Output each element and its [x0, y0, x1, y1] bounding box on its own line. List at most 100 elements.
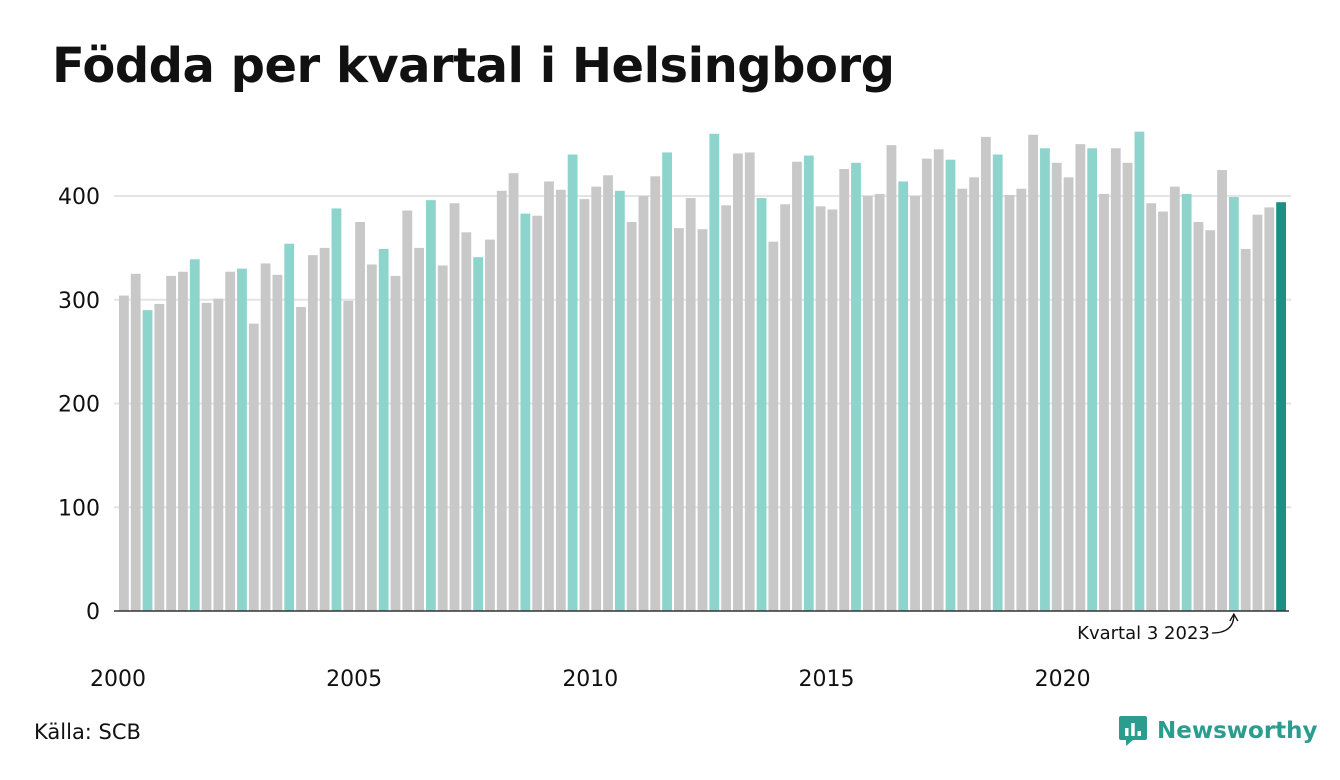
bar [945, 159, 956, 611]
bar [733, 153, 743, 611]
bar [331, 208, 342, 611]
bar [1193, 221, 1204, 611]
bar [201, 302, 212, 611]
bar [237, 268, 247, 611]
bar [142, 310, 153, 611]
bar [1004, 194, 1015, 611]
bar [803, 155, 814, 611]
bar [154, 303, 165, 611]
bar [366, 264, 377, 611]
bar [969, 177, 979, 611]
bar [1146, 203, 1157, 611]
bar [1217, 170, 1227, 611]
bar [284, 243, 295, 611]
bar [1134, 131, 1145, 612]
bar [933, 149, 944, 611]
y-tick-label: 100 [58, 496, 100, 521]
bar [449, 203, 460, 611]
bar [638, 196, 649, 611]
bar [355, 221, 365, 611]
bar [980, 136, 991, 612]
y-tick-label: 300 [58, 289, 100, 314]
bar [591, 186, 602, 611]
bar [1110, 148, 1121, 611]
bar [178, 271, 188, 611]
bar [709, 133, 720, 611]
bar [213, 298, 224, 611]
bar [532, 215, 543, 611]
bar [1063, 177, 1074, 611]
bar [307, 255, 318, 611]
y-tick-label: 0 [86, 600, 100, 625]
bar [1228, 197, 1239, 611]
bar [744, 152, 755, 612]
bar [886, 145, 897, 611]
bar [166, 275, 177, 611]
newsworthy-logo-icon [1119, 716, 1147, 746]
bar [1016, 188, 1027, 612]
chart-title: Födda per kvartal i Helsingborg [52, 38, 895, 94]
y-tick-label: 200 [58, 393, 100, 418]
bar [697, 229, 708, 611]
bar [673, 228, 684, 611]
bar [957, 188, 968, 612]
bar [1028, 134, 1039, 611]
bar [189, 259, 200, 611]
bar [260, 263, 271, 611]
bar [603, 175, 613, 611]
bar [851, 162, 861, 612]
bar [650, 176, 661, 611]
bar [473, 257, 484, 611]
bar [461, 232, 472, 611]
bar [780, 204, 791, 612]
bar [1169, 186, 1180, 611]
brand-name: Newsworthy [1157, 718, 1318, 744]
bar [1051, 162, 1062, 612]
x-tick-label: 2005 [326, 667, 382, 692]
bar [685, 198, 696, 611]
brand: Newsworthy [1118, 714, 1318, 748]
bar [1099, 193, 1109, 612]
bar [1252, 214, 1263, 612]
source-label: Källa: SCB [34, 720, 141, 744]
annotation-label: Kvartal 3 2023 [1077, 623, 1210, 644]
bar [319, 247, 330, 611]
bar [1087, 148, 1098, 611]
x-tick-label: 2015 [798, 667, 854, 692]
x-tick-label: 2010 [562, 667, 618, 692]
bar [721, 205, 732, 611]
bar [898, 181, 909, 611]
annotation-arrow [1211, 614, 1235, 634]
bar [567, 154, 578, 611]
bar [1122, 162, 1133, 612]
bar [1205, 230, 1216, 612]
bar [508, 173, 519, 612]
bar [1075, 144, 1086, 611]
y-tick-label: 400 [58, 185, 100, 210]
bar [1181, 193, 1192, 612]
bar [626, 221, 637, 611]
x-tick-label: 2000 [90, 667, 146, 692]
bar [815, 206, 826, 611]
x-tick-label: 2020 [1035, 667, 1091, 692]
bar [792, 161, 802, 611]
bar [119, 295, 129, 611]
bar [130, 273, 141, 611]
bar [614, 190, 625, 611]
bar [402, 210, 413, 611]
bar [544, 181, 554, 611]
bar [437, 265, 448, 611]
bar [579, 199, 590, 612]
bar [1158, 211, 1168, 611]
bar [910, 196, 920, 611]
bar [555, 189, 566, 611]
bar [520, 213, 531, 611]
bar [426, 200, 436, 611]
bar [225, 271, 236, 611]
bar [862, 196, 873, 611]
bar [1264, 207, 1275, 611]
bar [992, 154, 1003, 611]
bar [248, 323, 259, 611]
bar [414, 247, 425, 611]
